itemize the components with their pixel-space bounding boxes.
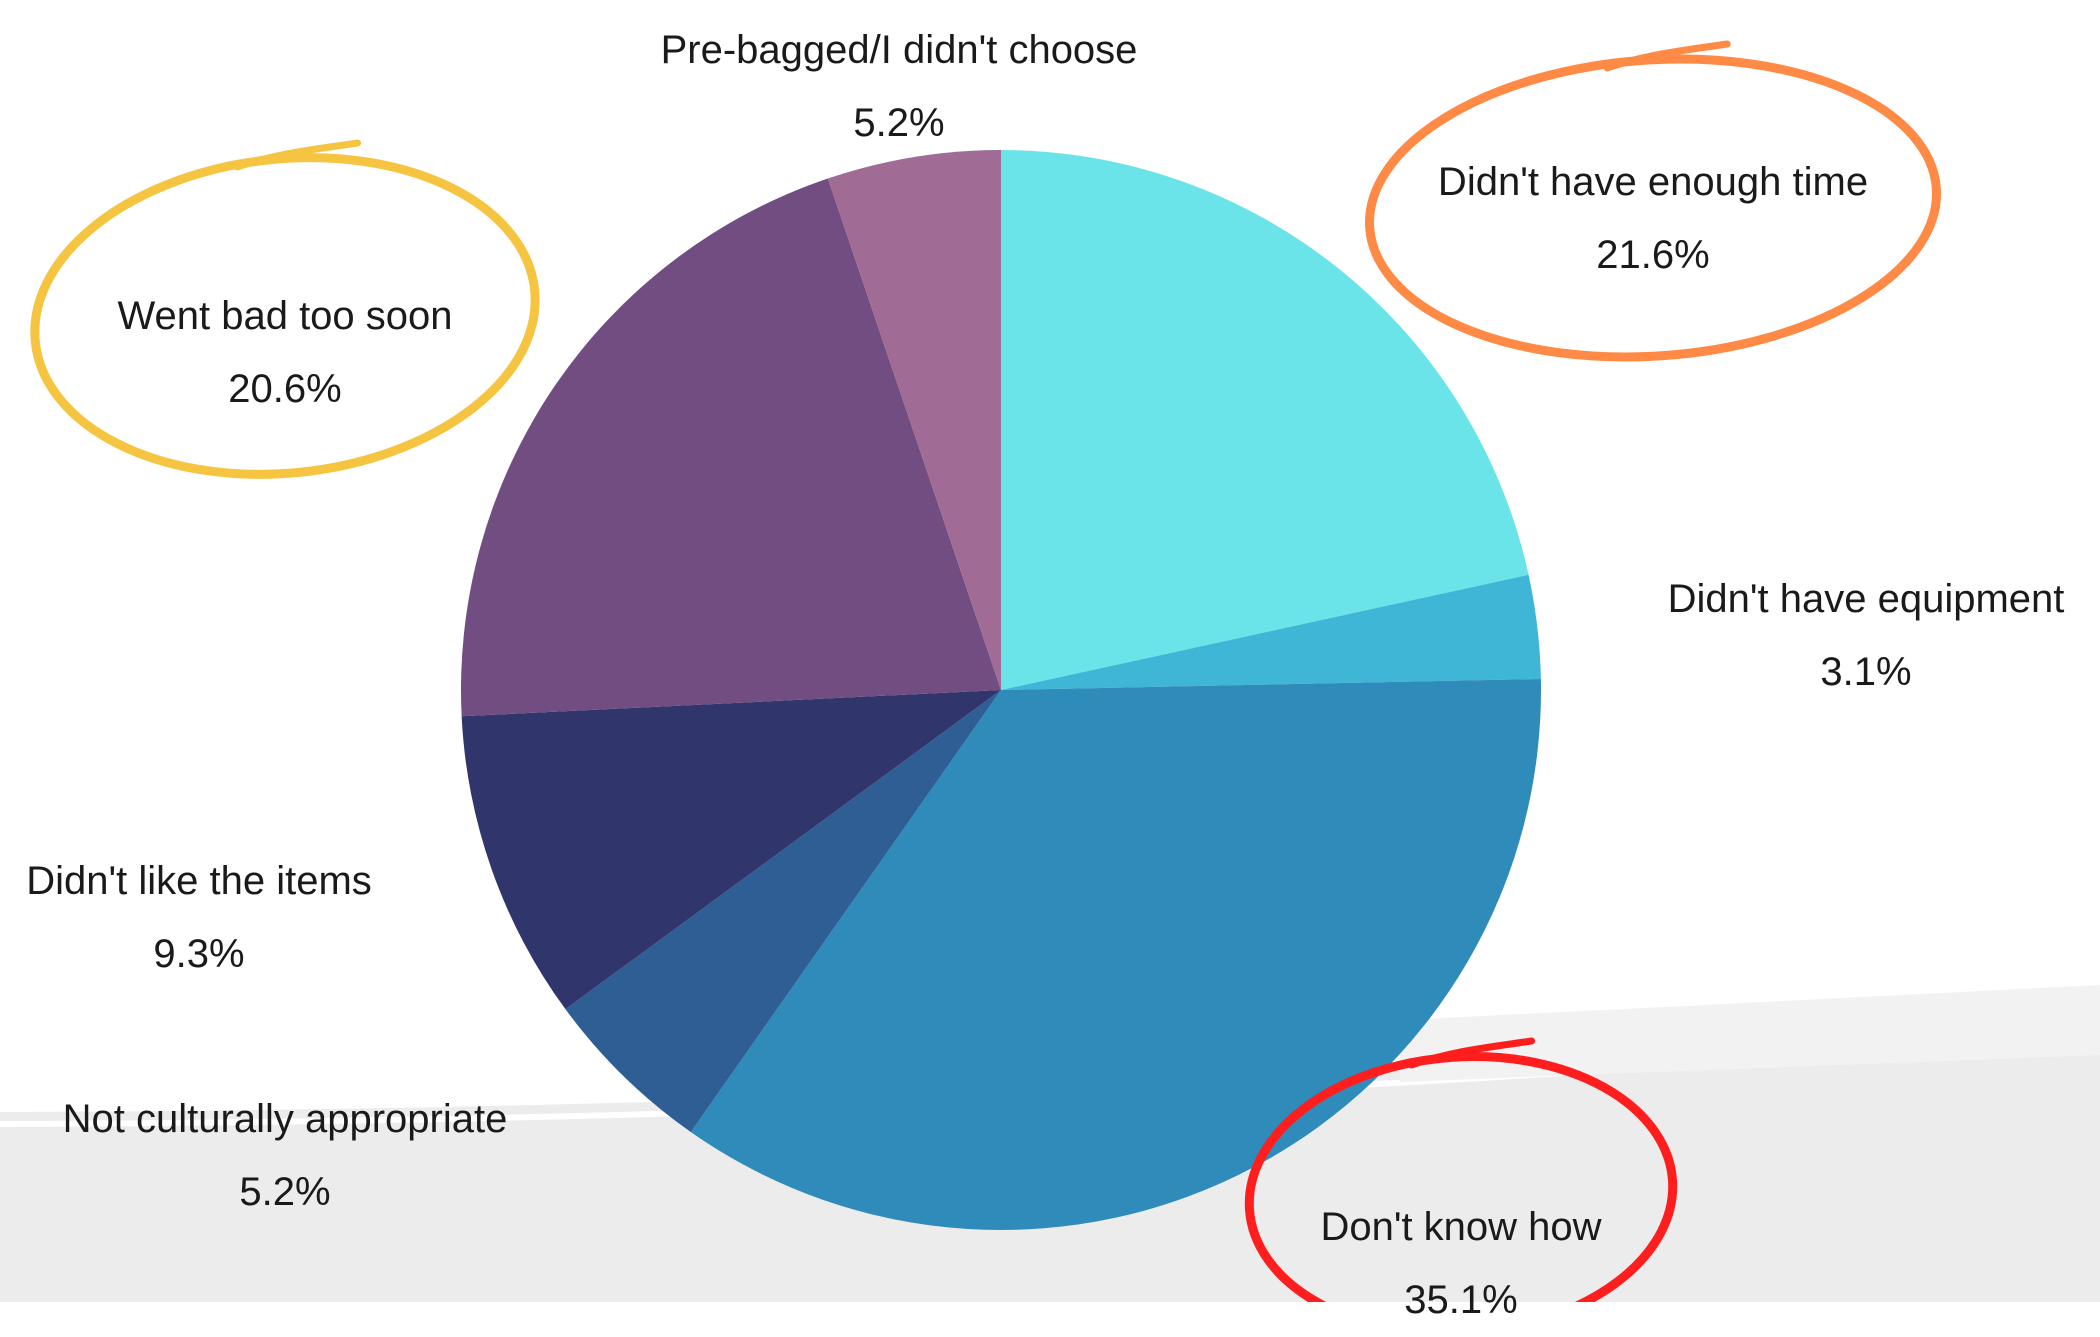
slice-label: Didn't like the items 9.3% [26, 845, 372, 991]
pie-slice [565, 690, 1001, 1132]
slice-label: Not culturally appropriate 5.2% [63, 1083, 508, 1229]
slice-label-name: Pre-bagged/I didn't choose [660, 28, 1138, 72]
slice-label-value: 20.6% [228, 367, 342, 411]
slice-label-name: Didn't like the items [26, 859, 372, 903]
pie-slice [461, 178, 1002, 717]
slice-label: Didn't have enough time 21.6% [1438, 146, 1868, 292]
slice-label-value: 21.6% [1596, 233, 1710, 277]
chart-canvas [0, 40, 2100, 1302]
slice-label-name: Don't know how [1320, 1205, 1602, 1249]
slice-label: Don't know how 35.1% [1320, 1191, 1601, 1337]
slice-label-value: 5.2% [853, 101, 945, 145]
pie-chart [461, 150, 1542, 1230]
pie-slice [1001, 150, 1529, 690]
highlight-rings [30, 40, 1941, 1302]
slice-label-value: 5.2% [239, 1170, 331, 1214]
slice-label-name: Didn't have enough time [1437, 160, 1869, 204]
slice-label-value: 3.1% [1820, 650, 1912, 694]
pie-slice [461, 690, 1001, 1010]
slice-label: Pre-bagged/I didn't choose 5.2% [661, 14, 1138, 160]
highlight-ring-stroke [234, 139, 362, 171]
slice-label: Went bad too soon 20.6% [117, 280, 452, 426]
slice-label: Didn't have equipment 3.1% [1668, 563, 2065, 709]
slice-label-value: 9.3% [153, 932, 245, 976]
slice-label-name: Didn't have equipment [1667, 577, 2065, 621]
slice-label-name: Not culturally appropriate [62, 1097, 508, 1141]
slice-label-value: 35.1% [1404, 1278, 1518, 1322]
highlight-ring-stroke [1408, 1037, 1536, 1069]
pie-slice [1001, 574, 1541, 690]
pie-slice [827, 150, 1001, 690]
highlight-ring-stroke [1603, 40, 1731, 72]
slice-label-name: Went bad too soon [117, 294, 453, 338]
